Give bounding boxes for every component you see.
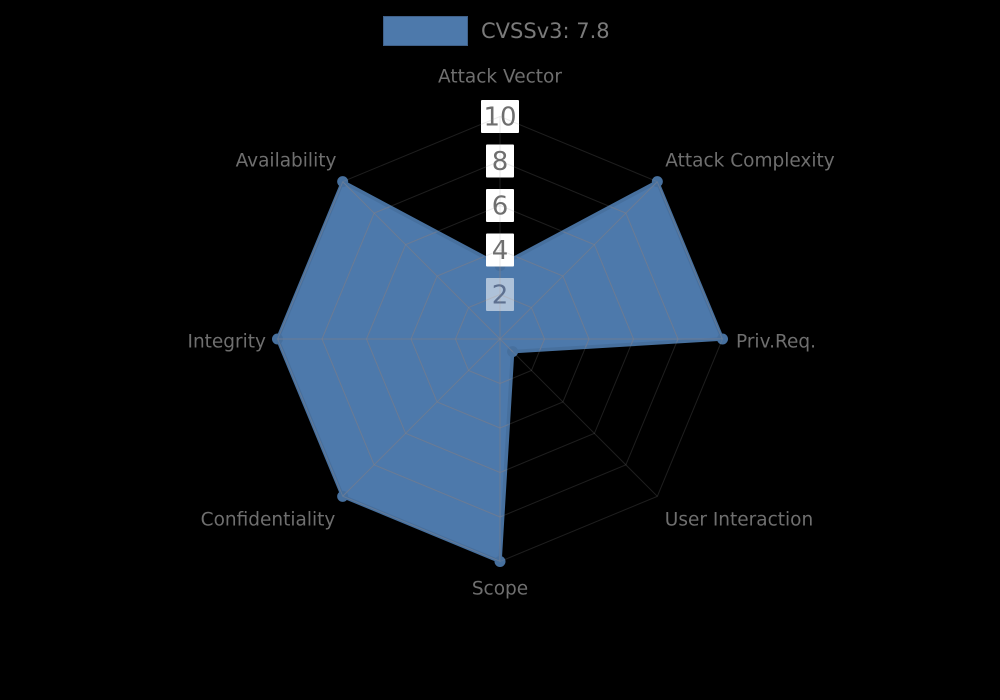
axis-label-availability: Availability	[236, 151, 337, 172]
grid-ring-10	[277, 181, 723, 562]
tick-box-6	[486, 189, 514, 222]
axis-label-attack-vector: Attack Vector	[438, 67, 562, 88]
axis-label-confidentiality: Confidentiality	[201, 510, 336, 531]
tick-box-4	[486, 233, 514, 267]
tick-box-8	[486, 144, 514, 178]
radar-grid-faint	[276, 115, 724, 563]
tick-box-10	[481, 100, 519, 133]
tick-label-10: 10	[483, 103, 516, 133]
radial-tick-labels: 10 8 6 4 2	[481, 100, 519, 311]
legend-label: CVSSv3: 7.8	[481, 19, 610, 43]
tick-label-8: 8	[492, 147, 509, 177]
axis-label-priv-req: Priv.Req.	[736, 332, 816, 353]
tick-label-6: 6	[492, 192, 509, 222]
tick-label-4: 4	[492, 236, 509, 266]
tick-box-2	[486, 278, 514, 311]
grid-spoke-1	[499, 181, 658, 340]
grid-spoke-7	[342, 181, 501, 340]
tick-label-2: 2	[492, 281, 509, 311]
axis-label-attack-complexity: Attack Complexity	[665, 151, 834, 172]
chart-legend: CVSSv3: 7.8	[383, 14, 610, 48]
axis-label-integrity: Integrity	[187, 332, 266, 353]
legend-swatch	[383, 16, 468, 46]
grid-spoke-5	[342, 338, 501, 497]
axis-label-user-interaction: User Interaction	[665, 510, 813, 531]
axis-label-scope: Scope	[472, 579, 528, 600]
